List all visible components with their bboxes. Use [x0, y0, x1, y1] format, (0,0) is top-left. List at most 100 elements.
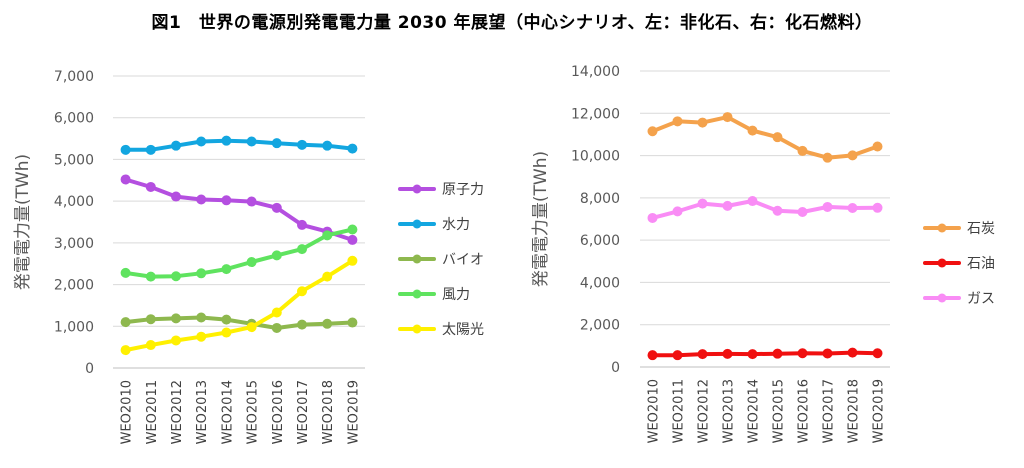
- right-data-point: [772, 132, 783, 143]
- right-y-tick-label: 4,000: [580, 275, 620, 291]
- left-legend-swatch-marker: [412, 324, 422, 334]
- left-data-point: [347, 234, 358, 245]
- right-data-point: [672, 116, 683, 127]
- left-legend-label: 風力: [442, 287, 470, 303]
- right-legend-swatch-marker: [937, 223, 947, 233]
- left-data-point: [145, 271, 156, 282]
- left-data-point: [297, 139, 307, 150]
- left-series-line-2: [123, 315, 355, 330]
- left-data-point: [171, 191, 181, 202]
- right-data-point: [797, 145, 808, 156]
- left-data-point: [171, 335, 181, 346]
- left-legend-label: 太陽光: [442, 322, 484, 338]
- right-x-tick-label: WEO2010: [647, 379, 662, 443]
- right-x-tick-label: WEO2017: [822, 379, 837, 443]
- left-legend-label: 水力: [442, 217, 470, 233]
- left-data-point: [221, 327, 232, 338]
- right-data-point: [847, 150, 858, 161]
- right-y-tick-label: 10,000: [571, 149, 620, 165]
- left-data-point: [347, 143, 358, 154]
- right-x-tick-label: WEO2019: [872, 379, 887, 443]
- left-data-point: [171, 271, 181, 282]
- left-data-point: [196, 312, 207, 323]
- right-data-point: [697, 349, 708, 360]
- right-data-point: [797, 348, 808, 359]
- left-x-tick-label: WEO2011: [145, 380, 160, 444]
- left-data-point: [347, 317, 358, 328]
- left-chart-non-fossil: 0 1,000 2,000 3,000 4,000 5,000 6,000 7,000 発電電力…: [13, 69, 484, 444]
- left-legend-swatch-marker: [412, 219, 422, 229]
- right-y-axis-label: 発電電力量(TWh): [531, 151, 551, 287]
- left-data-point: [322, 318, 333, 329]
- left-legend-swatch-marker: [412, 289, 422, 299]
- left-data-point: [347, 255, 358, 266]
- left-data-point: [246, 136, 257, 147]
- right-data-point: [822, 201, 833, 212]
- left-data-point: [120, 174, 131, 185]
- left-legend-swatch-marker: [412, 184, 422, 194]
- left-data-point: [196, 331, 207, 342]
- left-data-point: [246, 196, 257, 207]
- left-data-point: [297, 319, 307, 330]
- left-y-tick-label: 2,000: [54, 278, 94, 294]
- left-series-line-0: [123, 177, 355, 242]
- right-data-point: [647, 212, 658, 223]
- left-data-point: [120, 345, 131, 356]
- left-y-axis-label: 発電電力量(TWh): [13, 154, 33, 290]
- left-data-point: [271, 202, 282, 213]
- right-data-point: [747, 125, 758, 136]
- right-chart-fossil: 0 2,000 4,000 6,000 8,000 10,000 12,000 14,000 発…: [531, 64, 995, 443]
- left-x-tick-label: WEO2018: [321, 380, 336, 444]
- right-data-point: [772, 205, 783, 216]
- left-y-tick-label: 7,000: [54, 69, 94, 85]
- left-x-tick-label: WEO2014: [220, 380, 235, 444]
- right-y-tick-label: 2,000: [580, 318, 620, 334]
- left-data-point: [271, 322, 282, 333]
- left-x-tick-label: WEO2016: [271, 380, 286, 444]
- right-data-point: [872, 141, 883, 152]
- right-legend-swatch-marker: [937, 258, 947, 268]
- left-x-tick-label: WEO2013: [195, 380, 210, 444]
- left-data-point: [145, 314, 156, 325]
- right-series-line-1: [650, 350, 880, 358]
- right-data-point: [647, 126, 658, 137]
- right-data-point: [747, 196, 758, 207]
- left-x-tick-label: WEO2010: [120, 380, 135, 444]
- left-data-point: [322, 271, 333, 282]
- left-y-tick-label: 5,000: [54, 152, 94, 168]
- left-x-tick-label: WEO2015: [246, 380, 261, 444]
- right-series-line-0: [650, 115, 880, 160]
- left-data-point: [221, 195, 232, 206]
- right-x-tick-label: WEO2012: [697, 379, 712, 443]
- right-y-tick-label: 8,000: [580, 191, 620, 207]
- right-data-point: [872, 348, 883, 359]
- left-legend-swatch-marker: [412, 254, 422, 264]
- right-data-point: [872, 202, 883, 213]
- left-legend-label: 原子力: [442, 182, 484, 198]
- left-data-point: [145, 340, 156, 351]
- left-data-point: [271, 138, 282, 149]
- left-data-point: [271, 250, 282, 261]
- right-data-point: [722, 348, 733, 359]
- right-legend-swatch-marker: [937, 293, 947, 303]
- right-data-point: [847, 203, 858, 214]
- left-y-tick-label: 4,000: [54, 194, 94, 210]
- right-y-tick-label: 14,000: [571, 64, 620, 80]
- right-y-tick-label: 0: [611, 360, 620, 376]
- right-x-tick-label: WEO2014: [747, 379, 762, 443]
- left-data-point: [196, 268, 207, 279]
- left-data-point: [221, 135, 232, 146]
- left-data-point: [297, 244, 307, 255]
- left-y-tick-label: 1,000: [54, 319, 94, 335]
- left-data-point: [145, 144, 156, 155]
- right-data-point: [697, 198, 708, 209]
- right-data-point: [797, 207, 808, 218]
- left-y-tick-label: 6,000: [54, 111, 94, 127]
- left-data-point: [196, 136, 207, 147]
- right-x-tick-label: WEO2015: [772, 379, 787, 443]
- right-data-point: [672, 350, 683, 361]
- right-data-point: [822, 348, 833, 359]
- right-data-point: [722, 200, 733, 211]
- left-data-point: [297, 286, 307, 297]
